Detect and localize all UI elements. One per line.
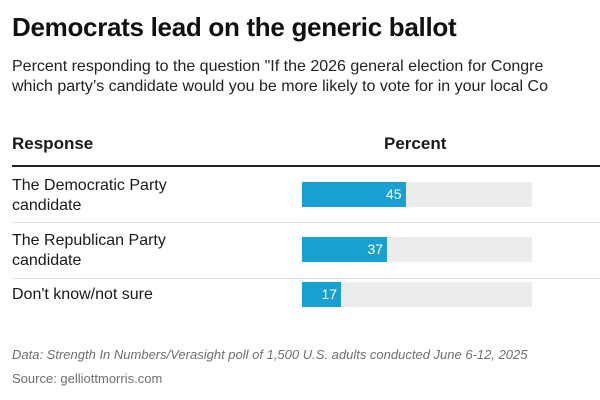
table-header: Response Percent xyxy=(12,134,600,158)
column-header-response: Response xyxy=(12,134,94,153)
bar-track: 17 xyxy=(302,282,532,307)
row-label: The Republican Party candidate xyxy=(12,231,272,271)
bar-value-label: 37 xyxy=(367,241,384,257)
row-label-line-1: Don't know/not sure xyxy=(12,286,153,303)
bar-democratic: 45 xyxy=(302,182,406,207)
chart-source: Source: gelliottmorris.com xyxy=(12,371,163,386)
row-label-line-1: The Democratic Party xyxy=(12,177,167,194)
row-label-line-2: candidate xyxy=(12,197,82,214)
bar-track: 45 xyxy=(302,182,532,207)
subtitle-line-2: which party’s candidate would you be mor… xyxy=(12,78,548,95)
bar-value-label: 45 xyxy=(385,186,402,202)
row-label-line-2: candidate xyxy=(12,252,82,269)
table-row-democratic: The Democratic Party candidate 45 xyxy=(12,167,600,223)
row-divider xyxy=(12,278,600,279)
subtitle-line-1: Percent responding to the question "If t… xyxy=(12,58,544,75)
bar-value-label: 17 xyxy=(321,286,338,302)
bar-republican: 37 xyxy=(302,237,388,262)
header-rule xyxy=(12,165,600,167)
row-label: The Democratic Party candidate xyxy=(12,176,272,216)
column-header-percent: Percent xyxy=(384,134,447,153)
chart-title: Democrats lead on the generic ballot xyxy=(12,12,457,42)
table-row-republican: The Republican Party candidate 37 xyxy=(12,223,600,279)
row-divider xyxy=(12,222,600,223)
chart-subtitle: Percent responding to the question "If t… xyxy=(12,57,548,97)
row-label: Don't know/not sure xyxy=(12,285,272,305)
bar-track: 37 xyxy=(302,237,532,262)
bar-unsure: 17 xyxy=(302,282,342,307)
row-label-line-1: The Republican Party xyxy=(12,232,166,249)
table-row-unsure: Don't know/not sure 17 xyxy=(12,279,600,319)
chart-footnote: Data: Strength In Numbers/Verasight poll… xyxy=(12,347,528,362)
